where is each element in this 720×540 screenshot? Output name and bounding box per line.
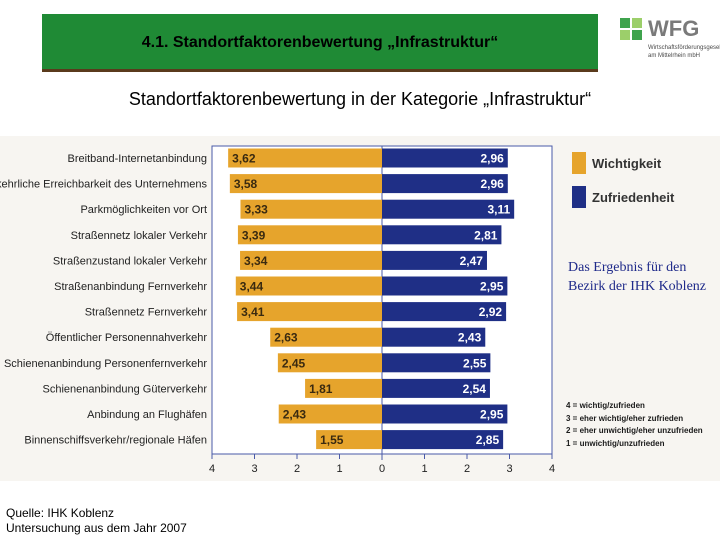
legend-label-zufriedenheit: Zufriedenheit (592, 189, 675, 205)
scale-line: 3 = eher wichtig/eher zufrieden (566, 413, 684, 423)
data-label-wichtigkeit: 3,34 (244, 254, 268, 268)
bar-zufriedenheit (382, 225, 502, 245)
bar-wichtigkeit (235, 276, 382, 296)
category-label: Anbindung an Flughäfen (87, 409, 207, 421)
result-note: Das Ergebnis für den Bezirk der IHK Kobl… (568, 260, 707, 294)
scale-line: 1 = unwichtig/unzufrieden (566, 438, 665, 448)
bar-zufriedenheit (382, 430, 504, 450)
category-label: Binnenschiffsverkehr/regionale Häfen (24, 435, 207, 447)
bar-wichtigkeit (228, 148, 382, 168)
scale-line: 2 = eher unwichtig/eher unzufrieden (566, 426, 703, 435)
data-label-wichtigkeit: 1,55 (320, 433, 344, 447)
diverging-bar-chart: Breitband-Internetanbindung 3,62 2,96 Verke… (0, 145, 555, 475)
category-label: Straßenanbindung Fernverkehr (54, 281, 207, 293)
bar-zufriedenheit (382, 327, 486, 347)
data-label-zufriedenheit: 2,96 (480, 177, 504, 191)
legend: Wichtigkeit Zufriedenheit (572, 146, 674, 214)
source-line-2: Untersuchung aus dem Jahr 2007 (6, 521, 187, 535)
legend-swatch-wichtigkeit (572, 152, 586, 174)
x-tick-label: 4 (209, 463, 215, 475)
bar-zufriedenheit (382, 250, 487, 270)
data-label-zufriedenheit: 3,11 (487, 203, 510, 217)
bar-wichtigkeit (240, 199, 382, 219)
bar-wichtigkeit (229, 174, 382, 194)
source-note: Quelle: IHK Koblenz Untersuchung aus dem… (6, 506, 187, 536)
bar-zufriedenheit (382, 276, 508, 296)
bar-wichtigkeit (277, 353, 382, 373)
category-label: Straßennetz Fernverkehr (85, 307, 208, 319)
data-label-wichtigkeit: 2,43 (283, 408, 307, 422)
x-tick-label: 0 (379, 463, 385, 475)
data-label-zufriedenheit: 2,54 (463, 382, 487, 396)
data-label-wichtigkeit: 3,44 (240, 280, 264, 294)
data-label-wichtigkeit: 3,33 (244, 203, 268, 217)
bar-zufriedenheit (382, 174, 508, 194)
scale-line: 4 = wichtig/zufrieden (566, 401, 645, 410)
x-tick-label: 2 (464, 463, 470, 475)
bar-zufriedenheit (382, 302, 507, 322)
category-label: Straßennetz lokaler Verkehr (71, 230, 208, 242)
data-label-zufriedenheit: 2,85 (476, 433, 500, 447)
bar-wichtigkeit (305, 378, 382, 398)
bar-wichtigkeit (316, 430, 382, 450)
bar-zufriedenheit (382, 148, 508, 168)
bar-wichtigkeit (240, 250, 382, 270)
bar-wichtigkeit (237, 225, 382, 245)
source-line-1: Quelle: IHK Koblenz (6, 506, 115, 520)
chart-subtitle: Standortfaktorenbewertung in der Kategor… (128, 89, 592, 109)
bar-wichtigkeit (278, 404, 382, 424)
data-label-zufriedenheit: 2,96 (480, 152, 504, 166)
data-label-wichtigkeit: 2,63 (274, 331, 298, 345)
legend-label-wichtigkeit: Wichtigkeit (592, 155, 662, 171)
data-label-wichtigkeit: 3,62 (232, 152, 256, 166)
data-label-wichtigkeit: 1,81 (309, 382, 333, 396)
data-label-wichtigkeit: 3,41 (241, 305, 265, 319)
x-tick-label: 3 (506, 463, 512, 475)
category-label: Breitband-Internetanbindung (68, 153, 207, 165)
data-label-zufriedenheit: 2,55 (463, 356, 487, 370)
data-label-zufriedenheit: 2,81 (474, 228, 498, 242)
legend-item-zufriedenheit: Zufriedenheit (572, 180, 674, 214)
category-label: Schienenanbindung Güterverkehr (42, 383, 207, 395)
wfg-logo: WFG Wirtschaftsförderungsgesellschaft am… (606, 16, 720, 70)
data-label-wichtigkeit: 2,45 (282, 356, 306, 370)
data-label-zufriedenheit: 2,95 (480, 408, 504, 422)
x-tick-label: 3 (251, 463, 257, 475)
data-label-wichtigkeit: 3,58 (234, 177, 258, 191)
data-label-wichtigkeit: 3,39 (242, 228, 266, 242)
legend-item-wichtigkeit: Wichtigkeit (572, 146, 674, 180)
category-label: Verkehrliche Erreichbarkeit des Unterneh… (0, 179, 207, 191)
bar-zufriedenheit (382, 199, 515, 219)
bar-zufriedenheit (382, 353, 491, 373)
x-tick-label: 4 (549, 463, 555, 475)
logo-mark-icon (620, 18, 642, 40)
bar-zufriedenheit (382, 378, 490, 398)
category-label: Schienenanbindung Personenfernverkehr (4, 358, 207, 370)
x-tick-label: 2 (294, 463, 300, 475)
data-label-zufriedenheit: 2,47 (460, 254, 484, 268)
x-tick-label: 1 (336, 463, 342, 475)
category-label: Parkmöglichkeiten vor Ort (80, 204, 207, 216)
data-label-zufriedenheit: 2,43 (458, 331, 482, 345)
legend-swatch-zufriedenheit (572, 186, 586, 208)
bar-zufriedenheit (382, 404, 508, 424)
data-label-zufriedenheit: 2,95 (480, 280, 504, 294)
header-bar (42, 14, 598, 72)
category-label: Öffentlicher Personennahverkehr (46, 332, 208, 344)
category-label: Straßenzustand lokaler Verkehr (53, 255, 207, 267)
x-tick-label: 1 (421, 463, 427, 475)
bar-wichtigkeit (237, 302, 382, 322)
rating-scale: 4 = wichtig/zufrieden 3 = eher wichtig/e… (566, 400, 703, 450)
page-title: 4.1. Standortfaktorenbewertung „Infrastr… (141, 34, 499, 51)
data-label-zufriedenheit: 2,92 (479, 305, 503, 319)
logo-subtitle: Wirtschaftsförderungsgesellschaft am Mit… (648, 45, 720, 59)
bar-wichtigkeit (270, 327, 382, 347)
logo-text: WFG (648, 16, 700, 41)
